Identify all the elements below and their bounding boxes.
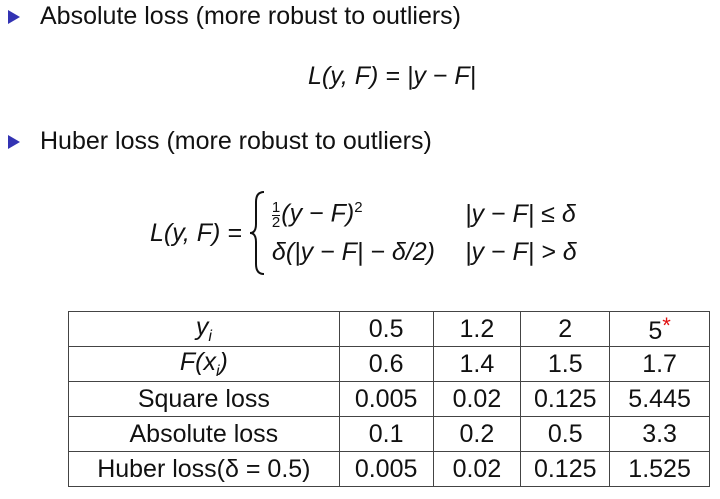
huber-formula: L(y, F) = 1 2 (y − F)2 |y − F| ≤ δ δ(|y − …: [150, 190, 577, 276]
frac-num: 1: [271, 198, 281, 216]
formula-rhs: |y − F|: [406, 62, 477, 90]
table-cell: 1.2: [432, 311, 522, 347]
table-row: Huber loss(δ = 0.5) 0.005 0.02 0.125 1.5…: [68, 451, 710, 487]
table-cell: 3.3: [609, 416, 710, 452]
label-y: y: [195, 312, 209, 341]
formula-lhs: L(y, F) =: [308, 62, 407, 90]
table-row: Absolute loss 0.1 0.2 0.5 3.3: [68, 416, 710, 452]
table-cell: 0.02: [432, 451, 522, 487]
table-cell: 0.005: [338, 381, 434, 417]
bullet-text: Huber loss (more robust to outliers): [40, 127, 432, 155]
frac-den: 2: [271, 213, 281, 231]
huber-case2-expr: δ(|y − F| − δ/2): [271, 237, 435, 266]
bullet-absolute-loss: Absolute loss (more robust to outliers): [0, 2, 461, 31]
loss-comparison-table: yi 0.5 1.2 2 5* F(xi) 0.6 1.4 1.5 1.7 Sq…: [68, 311, 710, 487]
row-label: Square loss: [68, 381, 340, 417]
label-sub: i: [208, 327, 212, 345]
row-label: Huber loss(δ = 0.5): [68, 451, 340, 487]
cell-value: 5: [648, 316, 663, 345]
table-cell: 1.5: [520, 346, 611, 382]
absolute-loss-formula: L(y, F) = |y − F|: [308, 62, 476, 91]
case1-exponent: 2: [354, 199, 363, 217]
huber-case1-expr: 1 2 (y − F)2: [271, 198, 435, 231]
bullet-triangle-icon: [8, 9, 20, 24]
table-cell: 2: [520, 311, 611, 347]
label-end: ): [219, 347, 228, 376]
table-cell: 1.4: [432, 346, 522, 382]
table-cell: 0.2: [432, 416, 522, 452]
table-cell: 0.6: [338, 346, 434, 382]
table-cell: 0.5: [520, 416, 611, 452]
case1-expression: (y − F): [281, 199, 355, 228]
table-row: yi 0.5 1.2 2 5*: [68, 311, 710, 347]
huber-formula-lhs: L(y, F) =: [150, 218, 242, 247]
table-cell: 1.7: [609, 346, 710, 382]
row-label: F(xi): [68, 346, 340, 382]
table-cell: 5*: [609, 311, 710, 347]
table-cell: 0.1: [338, 416, 434, 452]
table-cell: 5.445: [609, 381, 710, 417]
outlier-asterisk: *: [662, 312, 671, 338]
table-row: F(xi) 0.6 1.4 1.5 1.7: [68, 346, 710, 382]
table-cell: 1.525: [609, 451, 710, 487]
table-cell: 0.125: [520, 451, 611, 487]
huber-cases: 1 2 (y − F)2 |y − F| ≤ δ δ(|y − F| − δ/2) …: [271, 198, 577, 266]
huber-case1-cond: |y − F| ≤ δ: [464, 200, 576, 228]
left-brace: [249, 191, 264, 275]
bullet-text: Absolute loss (more robust to outliers): [40, 2, 462, 30]
row-label: Absolute loss: [68, 416, 340, 452]
bullet-huber-loss: Huber loss (more robust to outliers): [0, 127, 432, 156]
table-cell: 0.005: [338, 451, 434, 487]
bullet-triangle-icon: [8, 134, 20, 149]
table-cell: 0.5: [338, 311, 434, 347]
row-label: yi: [68, 311, 340, 347]
huber-case2-cond: |y − F| > δ: [464, 237, 577, 266]
label-sub: i: [215, 362, 220, 380]
table-cell: 0.02: [432, 381, 522, 417]
table-row: Square loss 0.005 0.02 0.125 5.445: [68, 381, 710, 417]
label-f: F(x: [179, 347, 216, 376]
table-cell: 0.125: [520, 381, 611, 417]
